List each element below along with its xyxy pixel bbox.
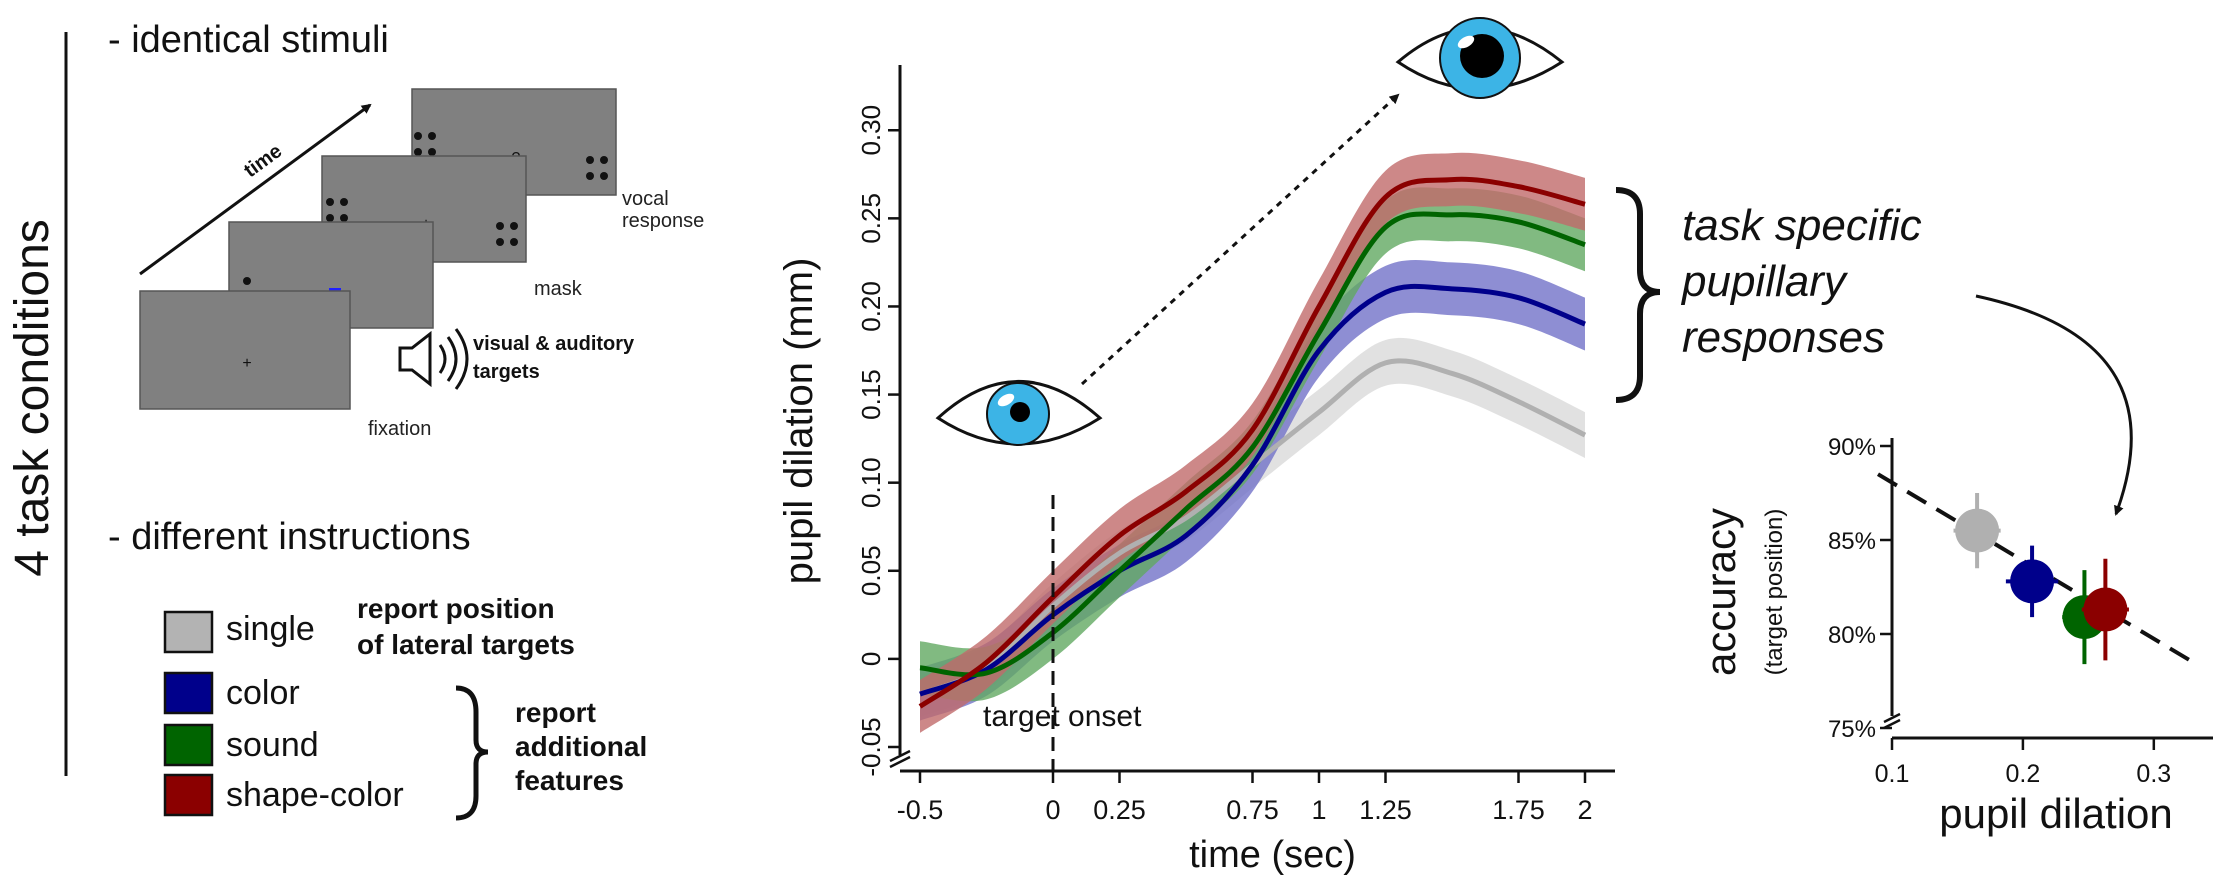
scatter-y-axis-sublabel: (target position) [1761,509,1788,676]
series-lines [918,176,1587,709]
x-tick-label: 1.25 [1359,795,1412,825]
label-targets-1: visual & auditory [473,333,635,355]
scatter-y-tick-label: 75% [1828,716,1876,743]
y-tick-label: 0.20 [856,281,886,332]
report-additional-1: report [515,697,596,728]
legend-swatch-sound [163,723,214,767]
annotation-line-2: pupillary [1680,257,1849,306]
scatter-x-tick-label: 0.1 [1875,760,1910,788]
brace-additional [455,685,489,821]
main-axes: -0.05 0 0.05 0.10 0.15 0.20 0.25 0.30 -0.5 0 0.25 0… [777,65,1615,876]
label-vocal: vocal [622,188,669,210]
line-sound [919,211,1586,678]
x-tick-label: 2 [1577,795,1592,825]
pupil-dilation-chart: -0.05 0 0.05 0.10 0.15 0.20 0.25 0.30 -0.5 0 0.25 0… [777,65,1615,876]
y-tick-label: -0.05 [856,717,886,776]
report-lateral-2: of lateral targets [357,629,575,660]
legend-label-shape-color: shape-color [226,776,404,814]
scatter-y-tick-label: 80% [1828,622,1876,649]
time-arrow [139,103,372,276]
y-tick-label: 0.05 [856,545,886,596]
scatter-axis-break [1883,712,1901,730]
stimuli-heading: - identical stimuli [108,19,389,61]
label-response: response [622,210,704,232]
y-axis-label: pupil dilation (mm) [777,258,821,585]
label-fixation: fixation [368,418,431,440]
annotation-line-1: task specific [1682,201,1922,250]
point-marker [1955,508,2000,553]
x-tick-label: 0 [1045,795,1060,825]
scatter-point-single [1953,493,2001,569]
y-tick-label: 0.15 [856,369,886,420]
scatter-point-color [2005,545,2059,618]
x-tick-label: 0.75 [1226,795,1279,825]
y-tick-label: 0.10 [856,457,886,508]
line-shape-color [918,176,1586,709]
x-tick-label: 0.25 [1093,795,1146,825]
vertical-title: 4 task conditions [6,219,59,577]
eye-icon-dilated [1395,17,1565,99]
target-onset-label: target onset [983,700,1142,733]
scatter-y-tick-label: 90% [1828,434,1876,461]
x-tick-label: 1.75 [1492,795,1545,825]
scatter-x-tick-label: 0.3 [2136,760,2171,788]
report-additional-3: features [515,765,624,796]
scatter-point-shape-color [2081,558,2129,661]
legend-label-single: single [226,610,315,648]
report-additional-2: additional [515,731,647,762]
screen-fixation: + [139,290,351,410]
label-mask: mask [534,278,583,300]
legend-label-color: color [226,674,300,712]
scatter-y-axis-label: accuracy [1697,508,1744,676]
instructions-heading: - different instructions [108,516,471,558]
y-tick-label: 0 [856,652,886,666]
label-targets-2: targets [473,361,540,383]
point-marker [2083,587,2128,632]
scatter-points [1953,493,2129,665]
x-tick-label: -0.5 [897,795,944,825]
brace-responses [1615,187,1661,403]
eye-icon [935,380,1103,446]
scatter-x-tick-label: 0.2 [2006,760,2041,788]
band-shape-color [920,152,1585,733]
axis-break [889,749,911,769]
curved-arrow [1975,294,2133,516]
y-tick-label: 0.30 [856,105,886,156]
legend-swatch-color [163,671,214,715]
report-lateral-1: report position [357,593,555,624]
scatter-y-tick-label: 85% [1828,528,1876,555]
svg-text:+: + [242,355,251,372]
scatter-x-axis-label: pupil dilation [1939,790,2173,837]
condition-legend: single color sound shape-color [163,610,404,817]
point-marker [2010,559,2055,604]
legend-label-sound: sound [226,726,319,764]
annotation-line-3: responses [1682,313,1885,362]
legend-swatch-shape-color [163,773,214,817]
x-axis-label: time (sec) [1189,834,1356,876]
legend-swatch-single [163,610,214,654]
speaker-icon [398,328,469,390]
time-label: time [240,140,286,182]
line-color [919,283,1586,697]
x-tick-label: 1 [1311,795,1326,825]
y-tick-label: 0.25 [856,193,886,244]
